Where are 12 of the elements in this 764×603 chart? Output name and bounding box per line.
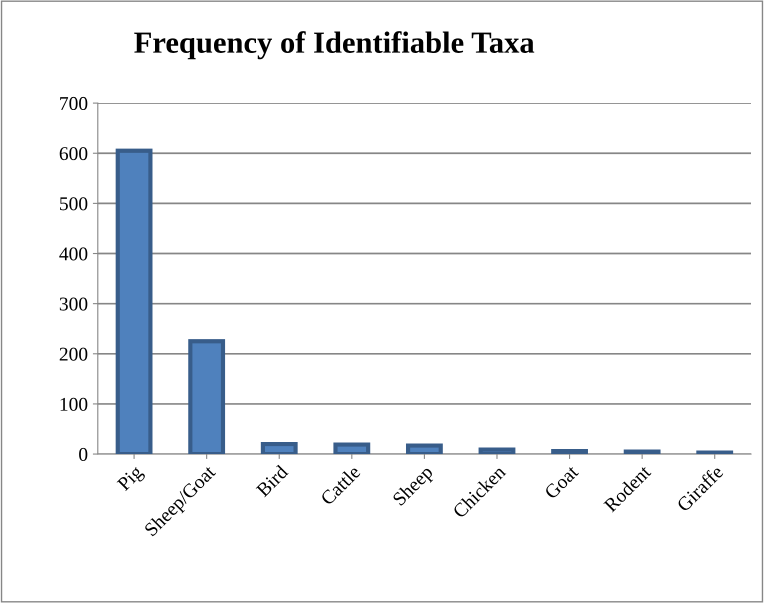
y-tick-label: 100 xyxy=(60,398,88,411)
x-tick-label: Bird xyxy=(255,464,289,498)
y-tick-label: 400 xyxy=(59,247,88,260)
y-tick-label: 300 xyxy=(60,297,88,311)
y-tick-label: 600 xyxy=(60,147,88,160)
y-tick-label: 500 xyxy=(60,197,88,210)
chart-title: Frequency of Identifiable Taxa xyxy=(134,31,534,60)
y-tick-label: 700 xyxy=(60,96,88,110)
y-tick-label: 200 xyxy=(60,348,88,361)
x-tick-label: Goat xyxy=(544,464,580,500)
y-tick-label: 0 xyxy=(79,448,88,461)
x-tick-label: Pig xyxy=(116,464,146,494)
